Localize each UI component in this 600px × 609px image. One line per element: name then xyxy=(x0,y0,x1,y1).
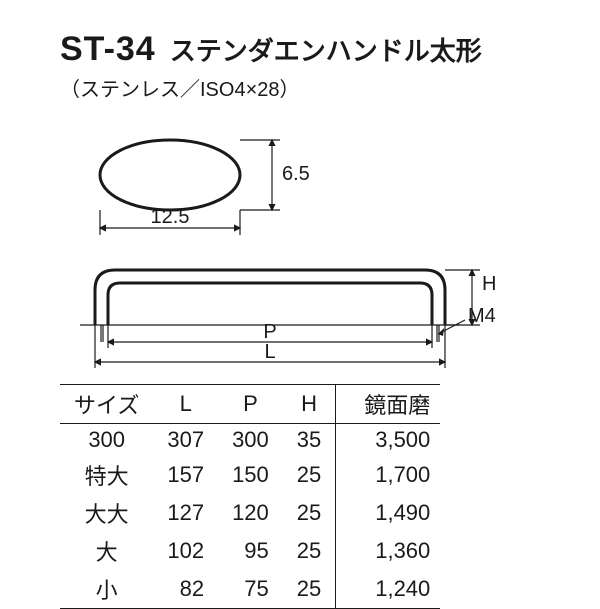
table-row: 大 102 95 25 1,360 xyxy=(60,532,440,570)
header: ST-34 ステンダエンハンドル太形 xyxy=(60,30,560,69)
p-label: P xyxy=(263,321,276,343)
thread-label: M4 xyxy=(468,305,496,327)
product-title: ステンダエンハンドル太形 xyxy=(170,31,482,68)
product-subtitle: （ステンレス／ISO4×28） xyxy=(60,73,560,102)
table-row: 300 307 300 35 3,500 xyxy=(60,424,440,457)
page: ST-34 ステンダエンハンドル太形 （ステンレス／ISO4×28） 12.5 xyxy=(0,0,600,600)
col-size: サイズ xyxy=(60,385,153,424)
col-l: L xyxy=(153,385,218,424)
table-row: 特大 157 150 25 1,700 xyxy=(60,456,440,494)
diagram-svg: 12.5 6.5 P xyxy=(60,120,560,380)
product-code: ST-34 xyxy=(60,30,156,69)
ellipse-height-label: 6.5 xyxy=(282,163,310,185)
table-header-row: サイズ L P H 鏡面磨 xyxy=(60,385,440,424)
col-h: H xyxy=(283,385,336,424)
h-label: H xyxy=(482,273,496,295)
spec-table: サイズ L P H 鏡面磨 300 307 300 35 3,500 特大 15… xyxy=(60,384,440,609)
col-price: 鏡面磨 xyxy=(336,385,441,424)
diagram-area: 12.5 6.5 P xyxy=(60,120,560,380)
ellipse-icon xyxy=(100,140,240,210)
table-row: 大大 127 120 25 1,490 xyxy=(60,494,440,532)
l-label: L xyxy=(264,341,275,363)
col-p: P xyxy=(218,385,283,424)
table-row: 小 82 75 25 1,240 xyxy=(60,570,440,609)
ellipse-width-label: 12.5 xyxy=(151,206,190,228)
